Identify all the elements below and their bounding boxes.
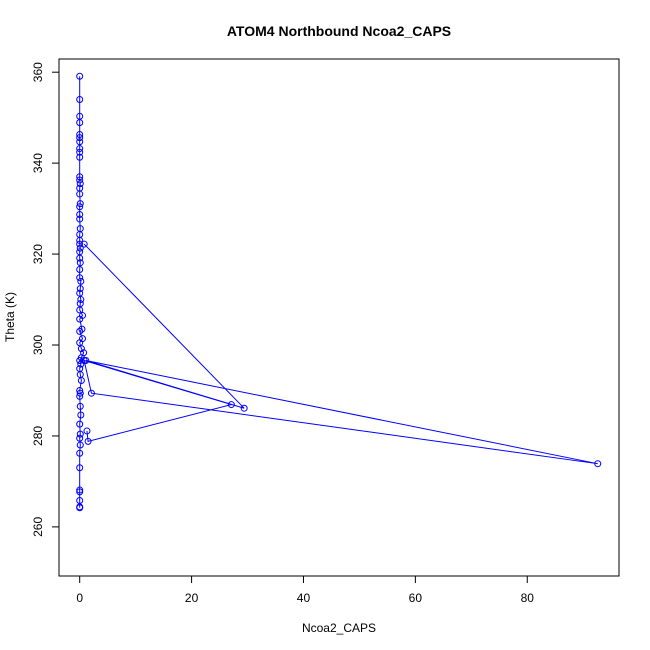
data-point — [76, 488, 84, 496]
y-tick-label: 300 — [31, 335, 45, 355]
data-point — [76, 248, 84, 256]
chart-title: ATOM4 Northbound Ncoa2_CAPS — [227, 23, 451, 39]
data-point — [76, 386, 84, 394]
data-point — [76, 441, 84, 449]
data-point — [76, 266, 84, 274]
y-tick-label: 260 — [31, 517, 45, 537]
data-point — [80, 240, 88, 248]
data-point — [76, 449, 84, 457]
y-tick-label: 340 — [31, 153, 45, 173]
x-tick-label: 60 — [409, 591, 423, 605]
data-point — [76, 259, 84, 267]
data-point — [76, 300, 84, 308]
data-point — [87, 389, 95, 397]
x-axis: 0 20 40 60 80 — [76, 575, 535, 605]
data-point — [76, 215, 84, 223]
data-point — [76, 203, 84, 211]
series-line-excursion — [83, 243, 598, 465]
data-point — [76, 138, 84, 146]
data-points — [76, 72, 602, 512]
data-point — [76, 225, 84, 233]
data-point — [79, 311, 86, 319]
y-axis-label: Theta (K) — [3, 292, 17, 342]
x-tick-label: 20 — [185, 591, 199, 605]
data-point — [76, 464, 84, 472]
data-point — [77, 277, 85, 285]
y-tick-label: 280 — [31, 426, 45, 446]
data-point — [83, 427, 91, 435]
data-point — [76, 285, 84, 293]
data-point — [594, 460, 602, 468]
data-point — [76, 430, 84, 438]
data-point — [76, 434, 84, 442]
data-point — [76, 486, 84, 494]
data-point — [76, 240, 84, 248]
data-point — [76, 112, 84, 120]
data-point — [76, 95, 84, 103]
data-point — [76, 134, 84, 142]
data-point — [76, 72, 84, 80]
data-point — [76, 184, 84, 192]
data-lines — [79, 76, 598, 508]
x-tick-label: 0 — [76, 591, 83, 605]
y-tick-label: 360 — [31, 62, 45, 82]
x-tick-label: 40 — [297, 591, 311, 605]
data-point — [76, 497, 84, 505]
data-point — [84, 437, 92, 445]
data-point — [76, 173, 84, 181]
data-point — [77, 411, 85, 419]
data-point — [227, 401, 235, 409]
data-point — [76, 200, 84, 208]
data-point — [76, 244, 84, 252]
data-point — [77, 296, 85, 304]
data-point — [76, 420, 84, 428]
data-point — [80, 349, 88, 357]
plot-frame — [58, 58, 620, 577]
data-point — [76, 389, 84, 397]
data-point — [80, 356, 88, 364]
data-point — [78, 325, 86, 333]
data-point — [79, 335, 86, 343]
y-axis: 260 280 300 320 340 360 — [31, 62, 60, 537]
data-point — [76, 130, 84, 138]
data-point — [76, 289, 84, 297]
x-tick-label: 80 — [521, 591, 535, 605]
data-point — [76, 402, 84, 410]
data-point — [76, 211, 84, 219]
data-point — [76, 148, 84, 156]
data-point — [76, 145, 84, 153]
data-point — [240, 404, 248, 412]
x-axis-label: Ncoa2_CAPS — [302, 621, 376, 635]
data-point — [76, 365, 84, 373]
data-point — [76, 176, 84, 184]
data-point — [76, 274, 84, 282]
data-point — [76, 327, 84, 335]
data-point — [76, 153, 84, 161]
y-tick-label: 320 — [31, 244, 45, 264]
data-point — [76, 180, 84, 188]
